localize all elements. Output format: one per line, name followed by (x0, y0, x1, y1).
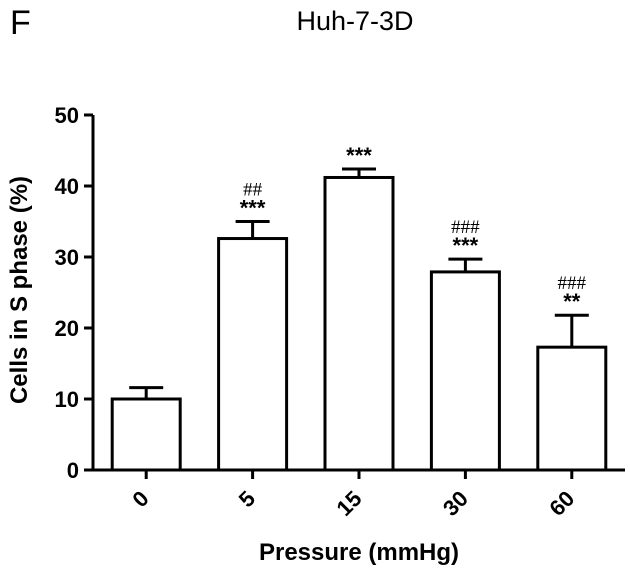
x-tick-label: 15 (332, 486, 367, 521)
bar (110, 397, 182, 472)
y-tick-label: 0 (67, 458, 79, 483)
y-axis-title: Cells in S phase (%) (6, 176, 33, 404)
significance-hash: ### (451, 217, 480, 238)
bar (217, 237, 289, 472)
significance-hash: ### (558, 273, 587, 294)
bar (323, 175, 395, 472)
significance-stars: ** (563, 289, 581, 314)
significance-stars: *** (346, 143, 372, 168)
significance-stars: *** (240, 196, 266, 221)
y-tick-label: 50 (55, 103, 79, 128)
x-axis-title: Pressure (mmHg) (259, 539, 459, 566)
y-tick-label: 30 (55, 245, 79, 270)
y-tick-label: 10 (55, 387, 79, 412)
bar (429, 270, 501, 472)
y-tick-label: 20 (55, 316, 79, 341)
x-tick-label: 0 (127, 486, 153, 512)
significance-stars: *** (453, 233, 479, 258)
y-tick-label: 40 (55, 174, 79, 199)
x-tick-label: 5 (234, 486, 260, 512)
significance-hash: ## (243, 180, 263, 201)
x-tick-label: 30 (438, 486, 473, 521)
panel-label: F (10, 4, 31, 42)
bar (536, 345, 608, 472)
x-tick-label: 60 (544, 486, 579, 521)
chart-title: Huh-7-3D (296, 6, 413, 36)
